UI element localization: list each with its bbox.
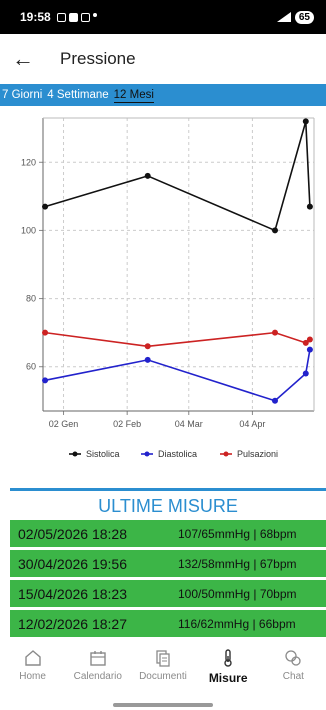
data-point-diastolica <box>306 346 313 353</box>
x-tick-label: 02 Feb <box>113 419 141 429</box>
status-time: 19:58 <box>20 10 51 24</box>
measurement-values: 116/62mmHg | 66bpm <box>178 616 296 631</box>
nav-chat[interactable]: Chat <box>262 648 324 682</box>
tab-12-mesi[interactable]: 12 Mesi <box>113 88 154 103</box>
nav-calendario-label: Calendario <box>73 671 122 682</box>
more-notifications-icon <box>92 12 97 17</box>
y-tick-label: 60 <box>26 362 36 372</box>
series-line-sistolica <box>44 121 311 232</box>
nav-misure-label: Misure <box>208 671 248 685</box>
bottom-navigation: Home Calendario Documenti Misure <box>0 642 326 698</box>
data-point-sistolica <box>42 203 49 210</box>
data-point-pulsazioni <box>302 339 309 346</box>
thermometer-icon <box>224 649 232 667</box>
data-point-sistolica <box>306 203 313 210</box>
measurement-row[interactable]: 12/02/2026 18:27 116/62mmHg | 66bpm <box>10 610 326 637</box>
legend-label-pulsazioni: Pulsazioni <box>237 449 278 459</box>
app-bar: ← Pressione <box>0 34 326 84</box>
data-point-diastolica <box>144 356 151 363</box>
y-tick-label: 100 <box>21 225 36 235</box>
measurement-row[interactable]: 30/04/2026 19:56 132/58mmHg | 67bpm <box>10 550 326 577</box>
pressure-chart-svg: 60 80 100 120 02 Gen 02 Feb 04 Mar 04 Apr Sistol… <box>21 117 315 459</box>
data-point-sistolica <box>302 118 309 125</box>
measurement-values: 100/50mmHg | 70bpm <box>178 586 297 601</box>
x-tick-label: 04 Apr <box>239 419 265 429</box>
home-indicator <box>113 703 213 707</box>
pressure-chart: 60 80 100 120 02 Gen 02 Feb 04 Mar 04 Apr Sistol… <box>0 106 326 476</box>
data-point-pulsazioni <box>306 336 313 343</box>
signal-icon <box>276 12 291 22</box>
data-point-pulsazioni <box>42 329 49 336</box>
data-point-sistolica <box>271 227 278 234</box>
nav-home[interactable]: Home <box>2 648 64 682</box>
measurement-date: 15/04/2026 18:23 <box>18 585 127 602</box>
chat-icon <box>285 650 301 666</box>
calendar-icon <box>90 651 106 666</box>
tab-7-giorni[interactable]: 7 Giorni <box>2 89 43 101</box>
battery-icon: 65 <box>294 10 314 24</box>
data-point-pulsazioni <box>271 329 278 336</box>
legend-marker-point-diastolica <box>144 451 150 457</box>
status-bar: 19:58 65 <box>0 0 326 34</box>
home-icon <box>24 650 41 666</box>
legend-label-diastolica: Diastolica <box>158 449 197 459</box>
measurement-date: 30/04/2026 19:56 <box>18 555 127 572</box>
measurement-date: 02/05/2026 18:28 <box>18 525 127 542</box>
data-point-diastolica <box>302 370 309 377</box>
x-tick-label: 02 Gen <box>49 419 79 429</box>
nav-documenti-label: Documenti <box>139 671 187 682</box>
nav-chat-label: Chat <box>282 671 304 682</box>
measurement-date: 12/02/2026 18:27 <box>18 615 127 632</box>
measurement-list: 02/05/2026 18:28 107/65mmHg | 68bpm 30/0… <box>10 520 326 640</box>
nav-home-label: Home <box>19 671 46 682</box>
legend-marker-point-sistolica <box>72 451 78 457</box>
documents-icon <box>156 650 170 667</box>
tab-4-settimane[interactable]: 4 Settimane <box>47 89 109 101</box>
measurement-values: 107/65mmHg | 68bpm <box>178 526 297 541</box>
measurement-row[interactable]: 15/04/2026 18:23 100/50mmHg | 70bpm <box>10 580 326 607</box>
legend-marker-point-pulsazioni <box>223 451 229 457</box>
series-line-pulsazioni <box>44 331 311 348</box>
data-point-diastolica <box>271 397 278 404</box>
page-title: Pressione <box>60 49 136 68</box>
data-point-diastolica <box>42 377 49 384</box>
notification-icon <box>56 12 66 22</box>
notification-icon <box>80 12 90 22</box>
measurement-values: 132/58mmHg | 67bpm <box>178 556 297 571</box>
nav-documenti[interactable]: Documenti <box>132 648 194 682</box>
y-tick-label: 80 <box>26 294 36 304</box>
measurement-row[interactable]: 02/05/2026 18:28 107/65mmHg | 68bpm <box>10 520 326 547</box>
section-divider <box>10 488 326 491</box>
data-point-sistolica <box>144 172 151 179</box>
notification-icon <box>68 12 78 22</box>
nav-misure[interactable]: Misure <box>197 648 259 685</box>
section-title: ULTIME MISURE <box>98 496 238 516</box>
legend-label-sistolica: Sistolica <box>86 449 120 459</box>
period-tabs: 7 Giorni 4 Settimane 12 Mesi <box>0 84 326 106</box>
x-tick-label: 04 Mar <box>175 419 203 429</box>
series-line-diastolica <box>44 349 311 402</box>
back-arrow-icon[interactable]: ← <box>12 46 34 71</box>
y-tick-label: 120 <box>21 157 36 167</box>
nav-calendario[interactable]: Calendario <box>67 648 129 682</box>
data-point-pulsazioni <box>144 343 151 350</box>
